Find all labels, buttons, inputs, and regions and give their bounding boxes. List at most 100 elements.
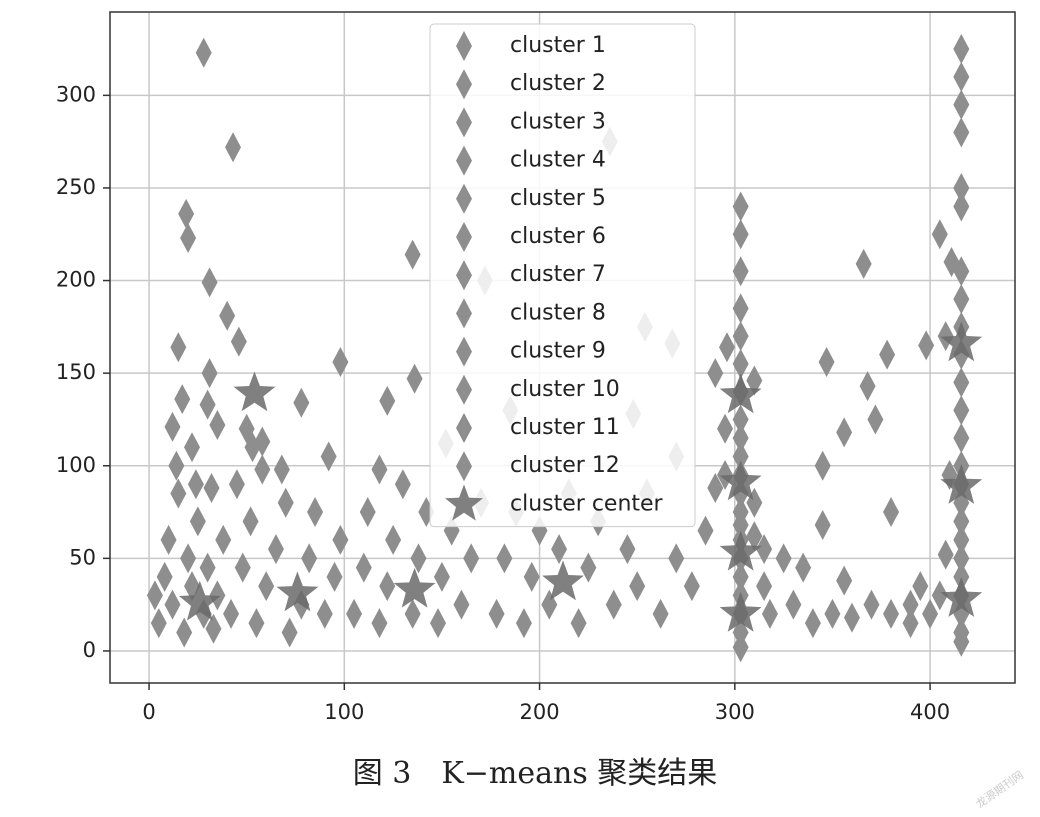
- legend-label: cluster 3: [510, 109, 606, 134]
- center-marker: [940, 321, 983, 362]
- point: [953, 117, 970, 148]
- point: [953, 543, 970, 574]
- legend-label: cluster 10: [510, 377, 620, 402]
- point: [879, 339, 896, 370]
- legend-label: cluster 1: [510, 33, 606, 58]
- point: [732, 219, 749, 250]
- point: [732, 256, 749, 287]
- point: [953, 561, 970, 592]
- y-tick-label: 0: [83, 638, 96, 662]
- point: [430, 608, 447, 639]
- point: [859, 371, 876, 402]
- legend-marker: [456, 31, 472, 61]
- point: [855, 248, 872, 279]
- legend-label: cluster 4: [510, 148, 606, 173]
- point: [277, 487, 294, 518]
- point: [619, 534, 636, 565]
- x-tick-label: 200: [520, 700, 560, 724]
- point: [234, 552, 251, 583]
- legend-label: cluster 8: [510, 300, 606, 325]
- point: [219, 300, 236, 331]
- point: [931, 580, 948, 611]
- point: [248, 608, 265, 639]
- legend-box: [429, 23, 696, 528]
- point: [230, 326, 247, 357]
- point: [775, 543, 792, 574]
- point: [209, 580, 226, 611]
- legend-marker: [456, 451, 472, 482]
- legend-marker: [456, 222, 472, 252]
- point: [953, 34, 970, 65]
- point: [719, 332, 736, 363]
- point: [201, 358, 218, 389]
- point: [150, 608, 167, 639]
- y-tick-label: 100: [56, 453, 96, 477]
- point: [170, 332, 187, 363]
- point: [199, 552, 216, 583]
- point: [732, 191, 749, 222]
- point: [732, 441, 749, 472]
- point: [756, 534, 773, 565]
- point: [843, 602, 860, 633]
- center-marker: [233, 371, 276, 412]
- x-tick-label: 100: [324, 700, 364, 724]
- point: [818, 347, 835, 378]
- point: [205, 613, 222, 644]
- point: [732, 348, 749, 379]
- center-marker: [719, 460, 762, 501]
- point: [215, 524, 232, 555]
- point: [814, 510, 831, 541]
- point: [605, 589, 622, 620]
- point: [488, 598, 505, 629]
- point: [332, 347, 349, 378]
- point: [203, 472, 220, 503]
- point: [178, 198, 195, 229]
- legend-marker: [456, 69, 472, 100]
- point: [254, 454, 271, 485]
- legend: cluster 1 cluster 2 cluster 3 cluster 4 clus…: [429, 23, 696, 528]
- point: [174, 384, 191, 415]
- point: [761, 598, 778, 629]
- x-tick-label: 0: [142, 700, 155, 724]
- point: [732, 404, 749, 435]
- point: [953, 626, 970, 657]
- point: [316, 598, 333, 629]
- point: [146, 580, 163, 611]
- point: [570, 608, 587, 639]
- point: [953, 506, 970, 537]
- point: [883, 598, 900, 629]
- point: [301, 543, 318, 574]
- point: [953, 284, 970, 315]
- point: [371, 608, 388, 639]
- point: [223, 598, 240, 629]
- legend-marker: [456, 107, 472, 138]
- point: [804, 608, 821, 639]
- point: [953, 422, 970, 453]
- point: [629, 571, 646, 602]
- legend-label: cluster 7: [510, 262, 606, 287]
- center-marker: [178, 580, 221, 621]
- point: [293, 387, 310, 418]
- point: [184, 432, 201, 463]
- point: [697, 515, 714, 546]
- point: [943, 247, 960, 278]
- point: [918, 330, 935, 361]
- center-marker: [719, 591, 762, 632]
- point: [732, 321, 749, 352]
- point: [756, 571, 773, 602]
- point: [836, 417, 853, 448]
- point: [902, 589, 919, 620]
- point: [953, 191, 970, 222]
- center-marker: [393, 567, 436, 608]
- point: [410, 543, 427, 574]
- point: [953, 89, 970, 120]
- legend-marker: [445, 484, 483, 521]
- watermark: 龙源期刊网: [973, 768, 1026, 811]
- point: [863, 589, 880, 620]
- point: [225, 132, 242, 163]
- point: [523, 561, 540, 592]
- point: [199, 389, 216, 420]
- point: [433, 561, 450, 592]
- point: [160, 524, 177, 555]
